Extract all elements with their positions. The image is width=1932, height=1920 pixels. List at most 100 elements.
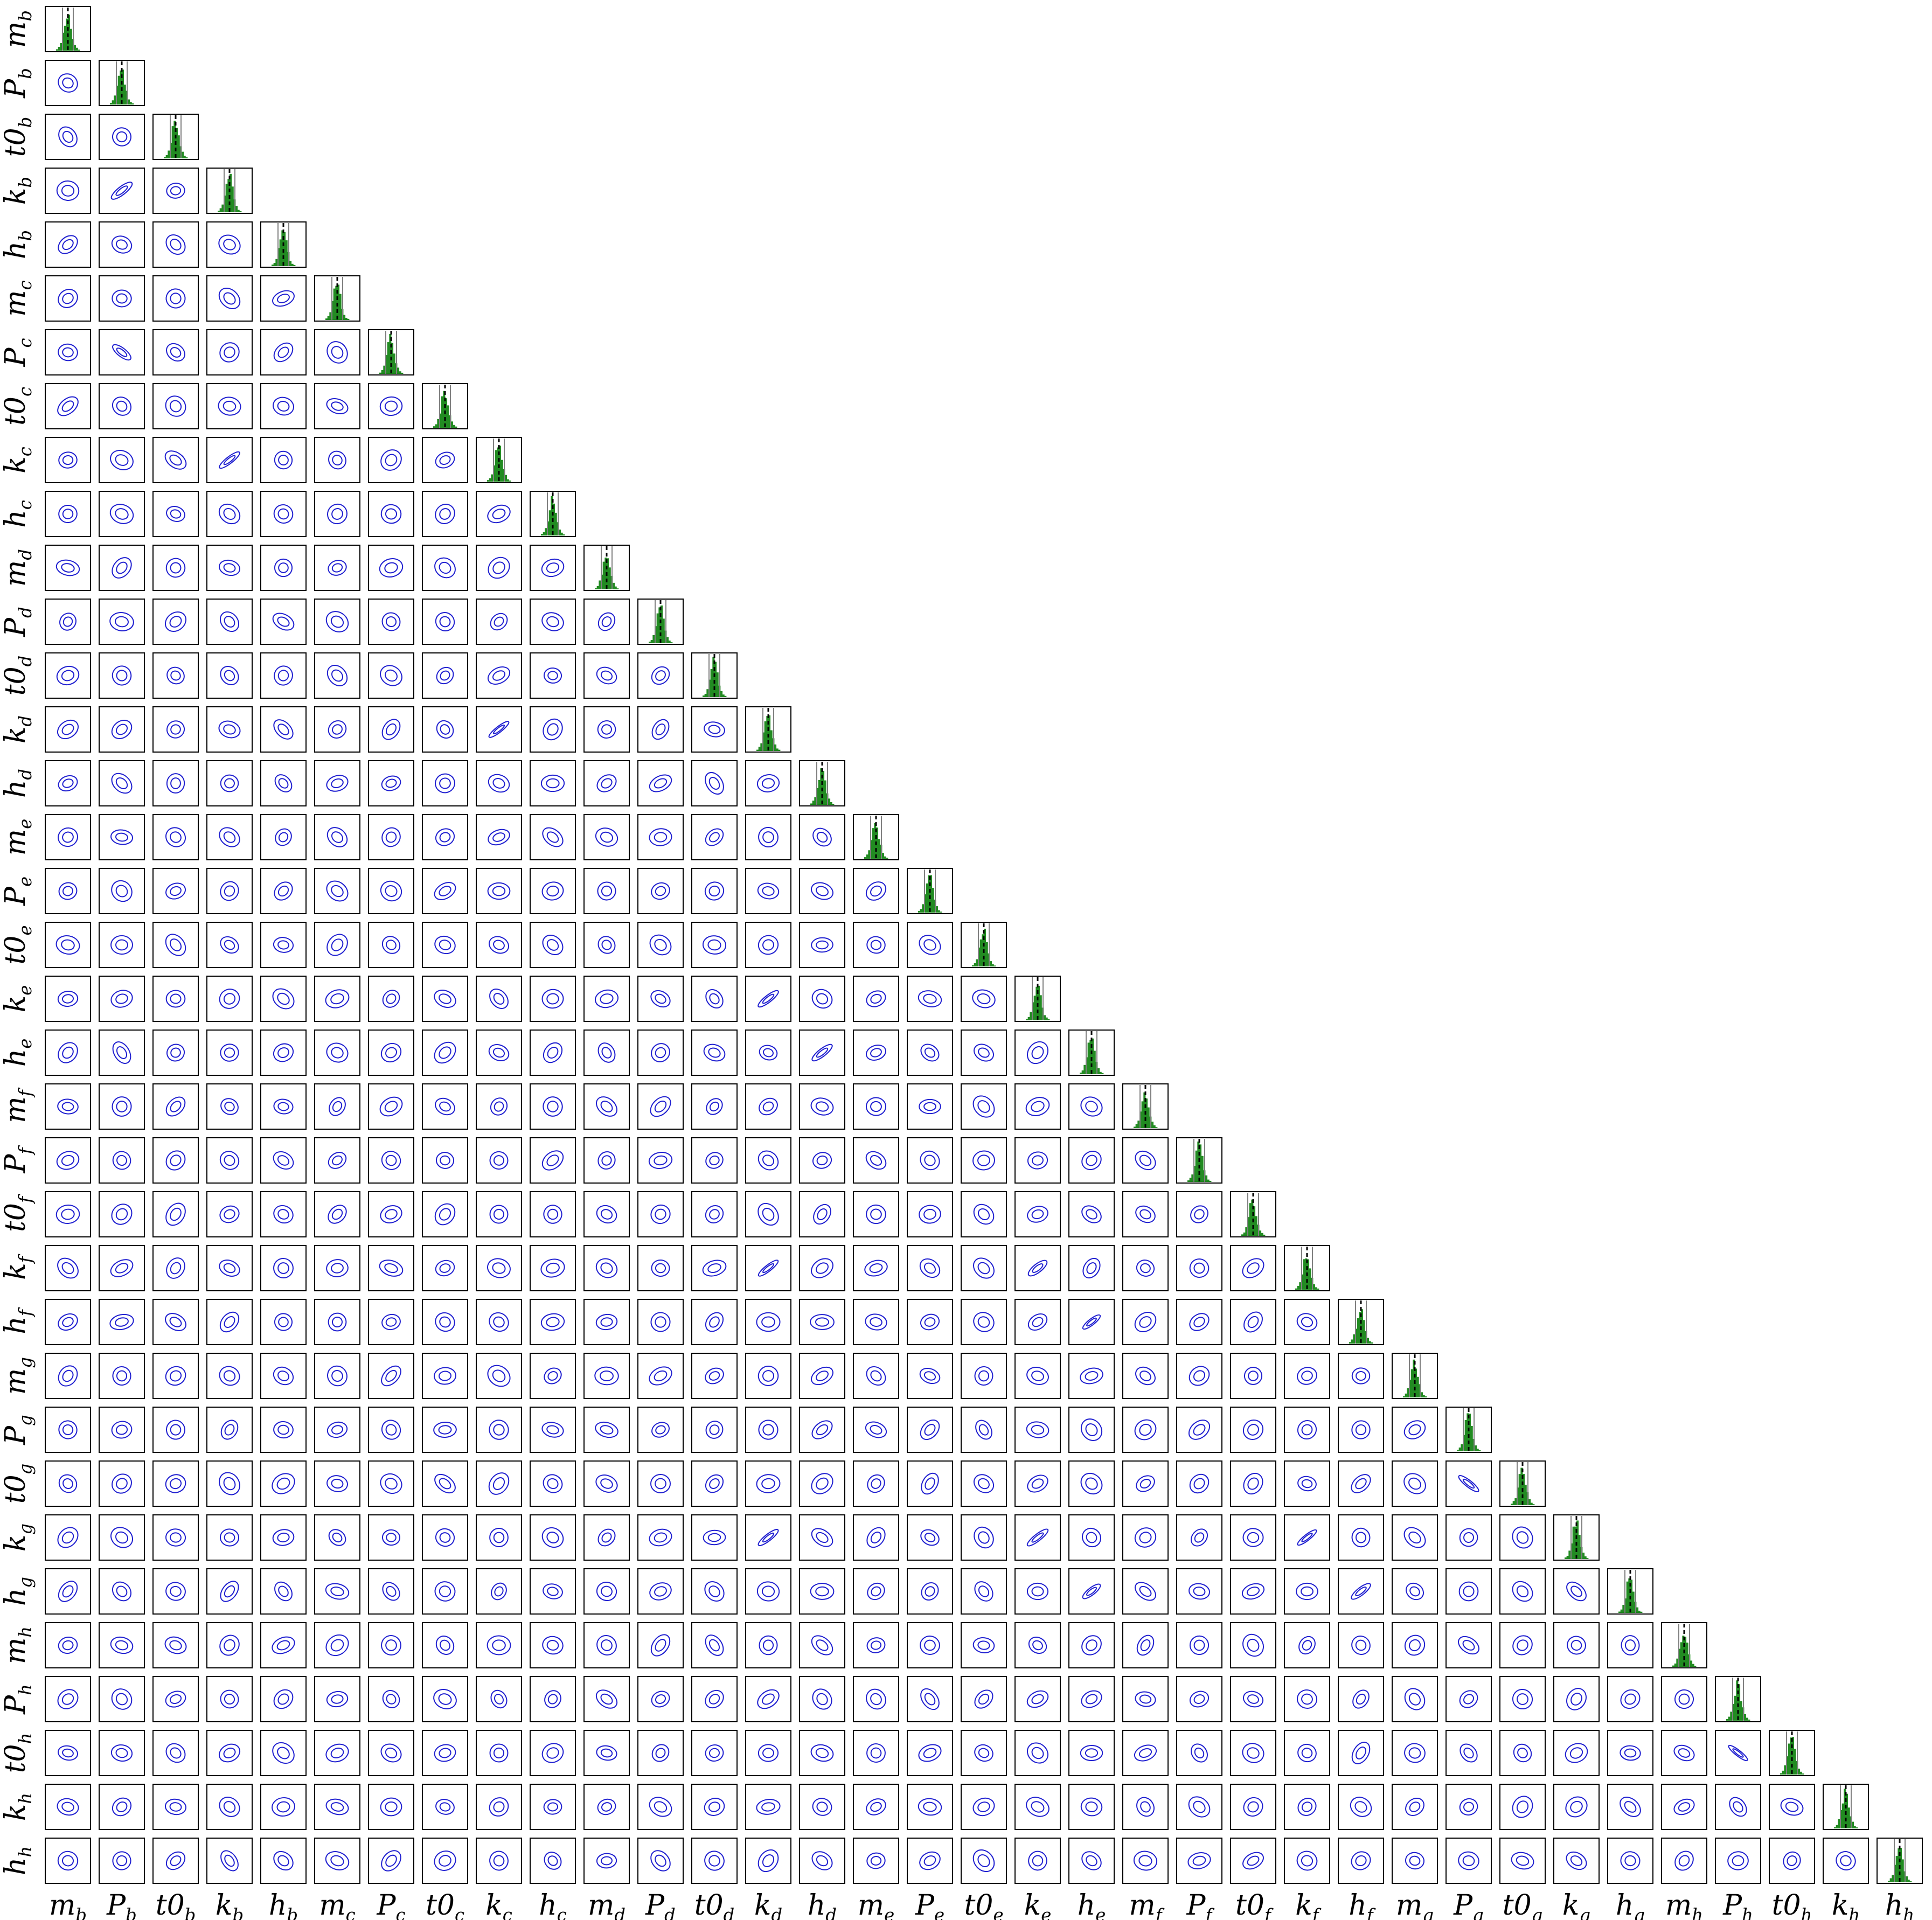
contour-outer — [705, 828, 724, 846]
panel-m_f-vs-t0_c — [422, 1083, 468, 1130]
contour-inner — [439, 777, 451, 789]
contour-outer — [597, 720, 616, 739]
contour-inner — [547, 1855, 558, 1866]
contour-inner — [276, 1640, 290, 1651]
contour-inner — [762, 939, 774, 951]
y-axis-label-k_d: kd — [0, 715, 36, 743]
panel-h_c-vs-t0_b — [152, 491, 199, 537]
panel-t0_h-vs-t0_d — [691, 1730, 738, 1776]
contour-inner — [870, 1155, 882, 1166]
contour-outer — [488, 936, 510, 954]
contour-inner — [170, 777, 181, 789]
histogram-bar — [1467, 1413, 1469, 1451]
contour-inner — [61, 1208, 75, 1220]
contour-outer — [112, 1151, 131, 1170]
contour-inner — [547, 1694, 558, 1705]
contour-outer — [541, 1150, 564, 1171]
contour-inner — [169, 1370, 182, 1382]
panel-k_h-vs-k_e — [1014, 1784, 1061, 1830]
histogram-bar — [1898, 1848, 1900, 1882]
contour-outer — [594, 1366, 619, 1386]
panel-P_f-vs-h_b — [260, 1137, 307, 1184]
histogram-bar — [1517, 1487, 1519, 1505]
histogram-bar — [1361, 1309, 1364, 1344]
contour-inner — [62, 77, 74, 89]
histogram-bar — [1353, 1334, 1356, 1344]
contour-outer — [1189, 1366, 1210, 1386]
contour-outer — [220, 666, 239, 685]
histogram-bar — [596, 586, 599, 589]
y-axis-label-t0_d: t0d — [0, 656, 36, 696]
contour-inner — [600, 1317, 613, 1327]
x-axis-label-m_c: mc — [319, 1889, 355, 1920]
contour-inner — [277, 346, 289, 358]
panel-t0_e-vs-t0_c — [422, 922, 468, 968]
contour-outer — [1135, 1150, 1156, 1171]
panel-m_e-vs-h_b — [260, 814, 307, 860]
contour-inner — [1355, 1532, 1367, 1543]
histogram-bar — [1511, 1504, 1513, 1505]
contour-outer — [165, 1202, 186, 1226]
contour-outer — [703, 1529, 726, 1546]
contour-outer — [865, 1421, 887, 1438]
contour-outer — [1135, 1366, 1156, 1386]
contour-inner — [977, 993, 991, 1005]
panel-h_e-vs-h_b — [260, 1029, 307, 1076]
contour-outer — [165, 1150, 186, 1171]
histogram-bar — [936, 906, 939, 913]
contour-inner — [223, 1370, 236, 1382]
contour-inner — [223, 292, 236, 305]
contour-inner — [385, 778, 397, 788]
contour-outer — [1134, 1311, 1157, 1333]
histogram-bar — [1802, 1773, 1804, 1775]
contour-inner — [332, 1101, 343, 1112]
panel-m_c-vs-h_b — [260, 275, 307, 322]
histogram-bar — [1413, 1359, 1415, 1397]
contour-outer — [487, 1635, 511, 1655]
histogram-bar — [1033, 996, 1036, 1020]
histogram-bar — [489, 478, 491, 482]
histogram-bar — [381, 370, 384, 374]
contour-inner — [546, 1425, 559, 1435]
contour-inner — [331, 1263, 344, 1274]
contour-inner — [384, 400, 398, 412]
contour-outer — [811, 989, 833, 1009]
contour-outer — [651, 666, 670, 685]
histogram-bar — [599, 580, 601, 589]
contour-inner — [1139, 1532, 1152, 1543]
contour-outer — [325, 1743, 349, 1763]
contour-outer — [488, 1044, 510, 1061]
panel-t0_f-vs-m_c — [314, 1191, 360, 1237]
panel-h_d-vs-t0_b — [152, 760, 199, 806]
panel-k_f-vs-P_c — [368, 1245, 414, 1291]
panel-t0_g-vs-k_e — [1014, 1460, 1061, 1507]
contour-outer — [595, 1258, 618, 1278]
y-axis-label-P_b: Pb — [0, 68, 36, 99]
panel-t0_e-vs-h_b — [260, 922, 307, 968]
panel-m_g-vs-h_d — [799, 1353, 845, 1399]
y-axis-label-h_d: hd — [0, 769, 36, 798]
contour-outer — [274, 881, 293, 901]
panel-k_h-vs-P_c — [368, 1784, 414, 1830]
panel-m_e-vs-m_b — [45, 814, 91, 860]
contour-inner — [870, 940, 882, 950]
contour-outer — [1027, 1206, 1048, 1223]
panel-m_g-vs-m_d — [583, 1353, 630, 1399]
contour-inner — [1193, 1478, 1205, 1490]
panel-h_c-vs-k_b — [206, 491, 253, 537]
panel-P_g-vs-P_e — [907, 1407, 953, 1453]
contour-outer — [811, 1528, 833, 1547]
panel-k_f-vs-m_e — [853, 1245, 899, 1291]
contour-inner — [816, 1262, 829, 1274]
panel-m_f-vs-k_b — [206, 1083, 253, 1130]
histogram-bar — [122, 69, 124, 105]
histogram-bar — [1852, 1821, 1854, 1828]
contour-outer — [434, 1041, 456, 1064]
contour-outer — [219, 342, 240, 363]
contour-inner — [385, 1854, 397, 1867]
contour-inner — [115, 939, 128, 951]
panel-k_g-vs-h_e — [1068, 1514, 1115, 1561]
panel-k_c-vs-P_c — [368, 437, 414, 483]
panel-m_e-vs-P_d — [637, 814, 684, 860]
panel-P_g-vs-h_f — [1338, 1407, 1384, 1453]
